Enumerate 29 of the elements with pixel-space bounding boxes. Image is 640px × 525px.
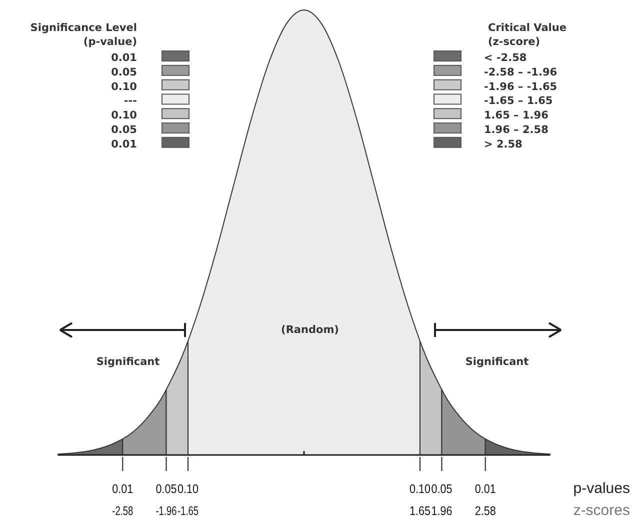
annotation: Significant bbox=[96, 356, 160, 368]
x-tick-label: -2.58 bbox=[112, 504, 141, 518]
annotation: 0.10 bbox=[111, 110, 137, 122]
legend-label: 1.65 – 1.96 bbox=[484, 110, 548, 122]
x-axis-title: z-scores bbox=[573, 502, 630, 519]
x-tick-label: -1.65 bbox=[178, 504, 206, 518]
annotation: Significant bbox=[465, 356, 529, 368]
annotation: (Random) bbox=[281, 324, 339, 336]
legend-label: < -2.58 bbox=[484, 52, 527, 64]
annotation: 0.01 bbox=[111, 138, 137, 150]
legend-label: > 2.58 bbox=[484, 138, 522, 150]
annotation: 0.05 bbox=[111, 124, 137, 136]
legend-label: -1.65 – 1.65 bbox=[484, 95, 553, 108]
x-tick-label: 1.96 bbox=[431, 504, 456, 518]
text: p-values bbox=[573, 480, 630, 497]
annotation: 0.05 bbox=[111, 66, 137, 78]
legend-label: -1.96 – -1.65 bbox=[484, 80, 558, 93]
annotation: 0.05 bbox=[431, 482, 456, 496]
annotation: 0.01 bbox=[474, 482, 500, 496]
legend-label: 1.96 – 2.58 bbox=[484, 124, 548, 136]
legend-title: Critical Value (z-score) bbox=[488, 22, 566, 48]
annotation: 0.01 bbox=[112, 482, 137, 496]
annotation: 0.10 bbox=[178, 482, 202, 496]
annotation: 0.01 bbox=[111, 52, 137, 64]
annotation: --- bbox=[124, 95, 137, 108]
annotation: Significance Level (p-value) bbox=[30, 22, 137, 48]
x-tick-label: 2.58 bbox=[474, 504, 500, 518]
annotation: 0.10 bbox=[111, 80, 137, 93]
legend-label: -2.58 – -1.96 bbox=[484, 66, 558, 78]
